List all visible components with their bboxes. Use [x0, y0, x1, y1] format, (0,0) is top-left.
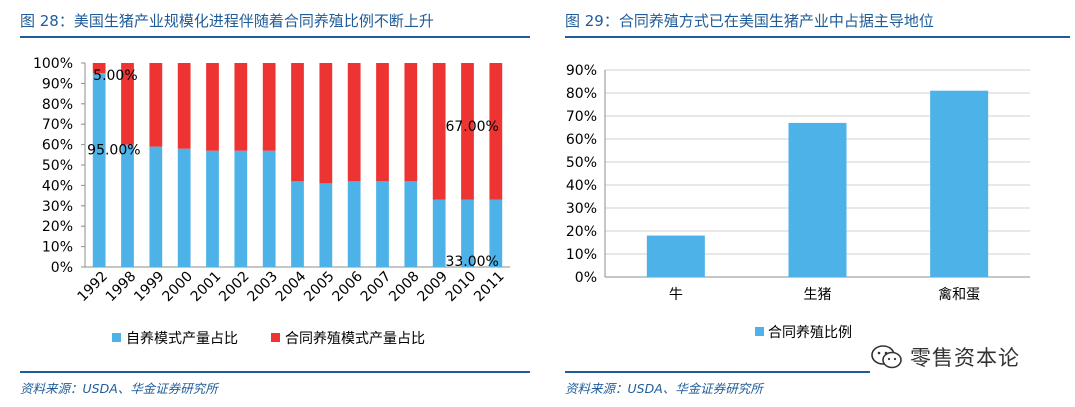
- bar-self-raised: [92, 73, 106, 267]
- x-tick-label: 2010: [443, 269, 480, 306]
- y-tick-label: 80%: [566, 86, 597, 102]
- x-tick-label: 牛: [669, 287, 683, 303]
- bar-self-raised: [404, 181, 418, 267]
- legend-label-contract: 合同养殖模式产量占比: [285, 330, 425, 347]
- left-source-note: 资料来源：USDA、华金证券研究所: [20, 381, 218, 396]
- y-tick-label: 90%: [566, 63, 597, 79]
- y-tick-label: 20%: [566, 224, 597, 240]
- bar-contract: [262, 63, 276, 151]
- y-tick-label: 60%: [42, 138, 73, 154]
- left-figure-title: 图 28：美国生猪产业规模化进程伴随着合同养殖比例不断上升: [20, 12, 434, 30]
- bar-self-raised: [177, 148, 191, 267]
- bar-contract: [376, 63, 389, 182]
- y-tick-label: 10%: [566, 247, 597, 263]
- bar-contract: [92, 63, 106, 74]
- watermark-text: 零售资本论: [910, 346, 1020, 370]
- y-tick-label: 40%: [566, 178, 597, 194]
- bar-contract: [404, 63, 418, 182]
- bar-contract: [177, 63, 191, 149]
- bar-contract: [489, 63, 503, 200]
- bar-contract: [461, 63, 474, 200]
- y-tick-label: 90%: [42, 76, 73, 92]
- bar-self-raised: [121, 144, 134, 267]
- bar-contract-ratio: [930, 90, 989, 277]
- legend-swatch-self: [112, 333, 121, 342]
- x-tick-label: 2005: [301, 269, 338, 306]
- y-tick-label: 70%: [42, 117, 73, 133]
- y-tick-label: 30%: [566, 201, 597, 217]
- y-tick-label: 40%: [42, 178, 73, 194]
- legend-swatch-contract: [271, 333, 280, 342]
- x-tick-label: 禽和蛋: [938, 286, 980, 303]
- y-tick-label: 50%: [42, 158, 73, 174]
- right-figure-panel: 图 29：合同养殖方式已在美国生猪产业中占据主导地位 0% 10% 20% 30% 40…: [545, 0, 1075, 407]
- bar-contract: [121, 63, 134, 145]
- left-source-rule: [20, 371, 530, 373]
- bar-self-raised: [376, 181, 389, 267]
- legend-swatch: [755, 327, 764, 336]
- x-tick-label: 1998: [103, 269, 140, 306]
- x-tick-label: 1992: [74, 269, 111, 306]
- data-label-contract-1992: 5.00%: [93, 68, 137, 84]
- x-tick-label: 2011: [471, 269, 508, 306]
- right-source-note: 资料来源：USDA、华金证券研究所: [565, 381, 763, 396]
- bar-contract: [206, 63, 219, 151]
- bar-self-raised: [347, 181, 361, 267]
- y-tick-label: 70%: [566, 109, 597, 125]
- y-tick-label: 100%: [33, 56, 73, 72]
- y-tick-label: 0%: [51, 260, 73, 276]
- x-tick-label: 2003: [244, 269, 281, 306]
- bar-contract: [432, 63, 446, 200]
- data-label-contract-2011: 67.00%: [445, 119, 498, 135]
- y-tick-label: 60%: [566, 132, 597, 148]
- right-bar-chart: 0% 10% 20% 30% 40% 50% 60% 70% 80% 90% 牛 生猪 禽和蛋合同养殖比…: [566, 63, 1030, 341]
- x-tick-label: 2008: [386, 269, 423, 306]
- x-tick-label: 2004: [273, 268, 310, 305]
- right-source-rule: [565, 371, 870, 373]
- y-tick-label: 20%: [42, 219, 73, 235]
- y-tick-label: 80%: [42, 97, 73, 113]
- right-figure-title: 图 29：合同养殖方式已在美国生猪产业中占据主导地位: [565, 12, 934, 30]
- left-stacked-bar-chart: 0%10%20%30%40%50%60%70%80%90%100%1992199…: [33, 56, 510, 347]
- bar-self-raised: [461, 199, 474, 267]
- y-tick-label: 30%: [42, 199, 73, 215]
- bar-self-raised: [489, 199, 503, 267]
- watermark: 零售资本论: [870, 341, 1020, 373]
- y-tick-label: 50%: [566, 155, 597, 171]
- bar-contract: [291, 63, 304, 182]
- data-label-self-1992: 95.00%: [87, 143, 140, 159]
- bar-self-raised: [206, 150, 219, 267]
- bar-self-raised: [262, 150, 276, 267]
- bar-contract: [234, 63, 248, 151]
- bar-contract-ratio: [788, 122, 847, 278]
- bar-self-raised: [149, 146, 163, 267]
- bar-contract: [149, 63, 163, 147]
- data-label-self-2011: 33.00%: [445, 254, 498, 270]
- x-tick-label: 2000: [159, 269, 196, 306]
- bar-contract-ratio: [646, 235, 705, 277]
- x-tick-label: 2001: [188, 269, 225, 306]
- x-tick-label: 2009: [414, 269, 451, 306]
- bar-self-raised: [319, 183, 333, 267]
- wechat-icon: [871, 345, 902, 369]
- left-title-rule: [20, 36, 530, 38]
- bar-self-raised: [432, 199, 446, 267]
- y-tick-label: 0%: [575, 270, 597, 286]
- bar-contract: [347, 63, 361, 182]
- x-tick-label: 2002: [216, 269, 253, 306]
- x-tick-label: 2007: [358, 269, 395, 306]
- bar-contract: [319, 63, 333, 184]
- legend-label-self: 自养模式产量占比: [126, 331, 238, 347]
- y-tick-label: 10%: [42, 240, 73, 256]
- x-tick-label: 1999: [131, 269, 168, 306]
- left-figure-panel: 图 28：美国生猪产业规模化进程伴随着合同养殖比例不断上升 0% 10% 20% 30…: [0, 0, 530, 407]
- bar-self-raised: [291, 181, 304, 267]
- x-tick-label: 生猪: [804, 287, 832, 303]
- x-tick-label: 2006: [329, 268, 366, 305]
- bar-self-raised: [234, 150, 248, 267]
- right-title-rule: [565, 36, 1070, 38]
- legend-label: 合同养殖比例: [768, 324, 852, 341]
